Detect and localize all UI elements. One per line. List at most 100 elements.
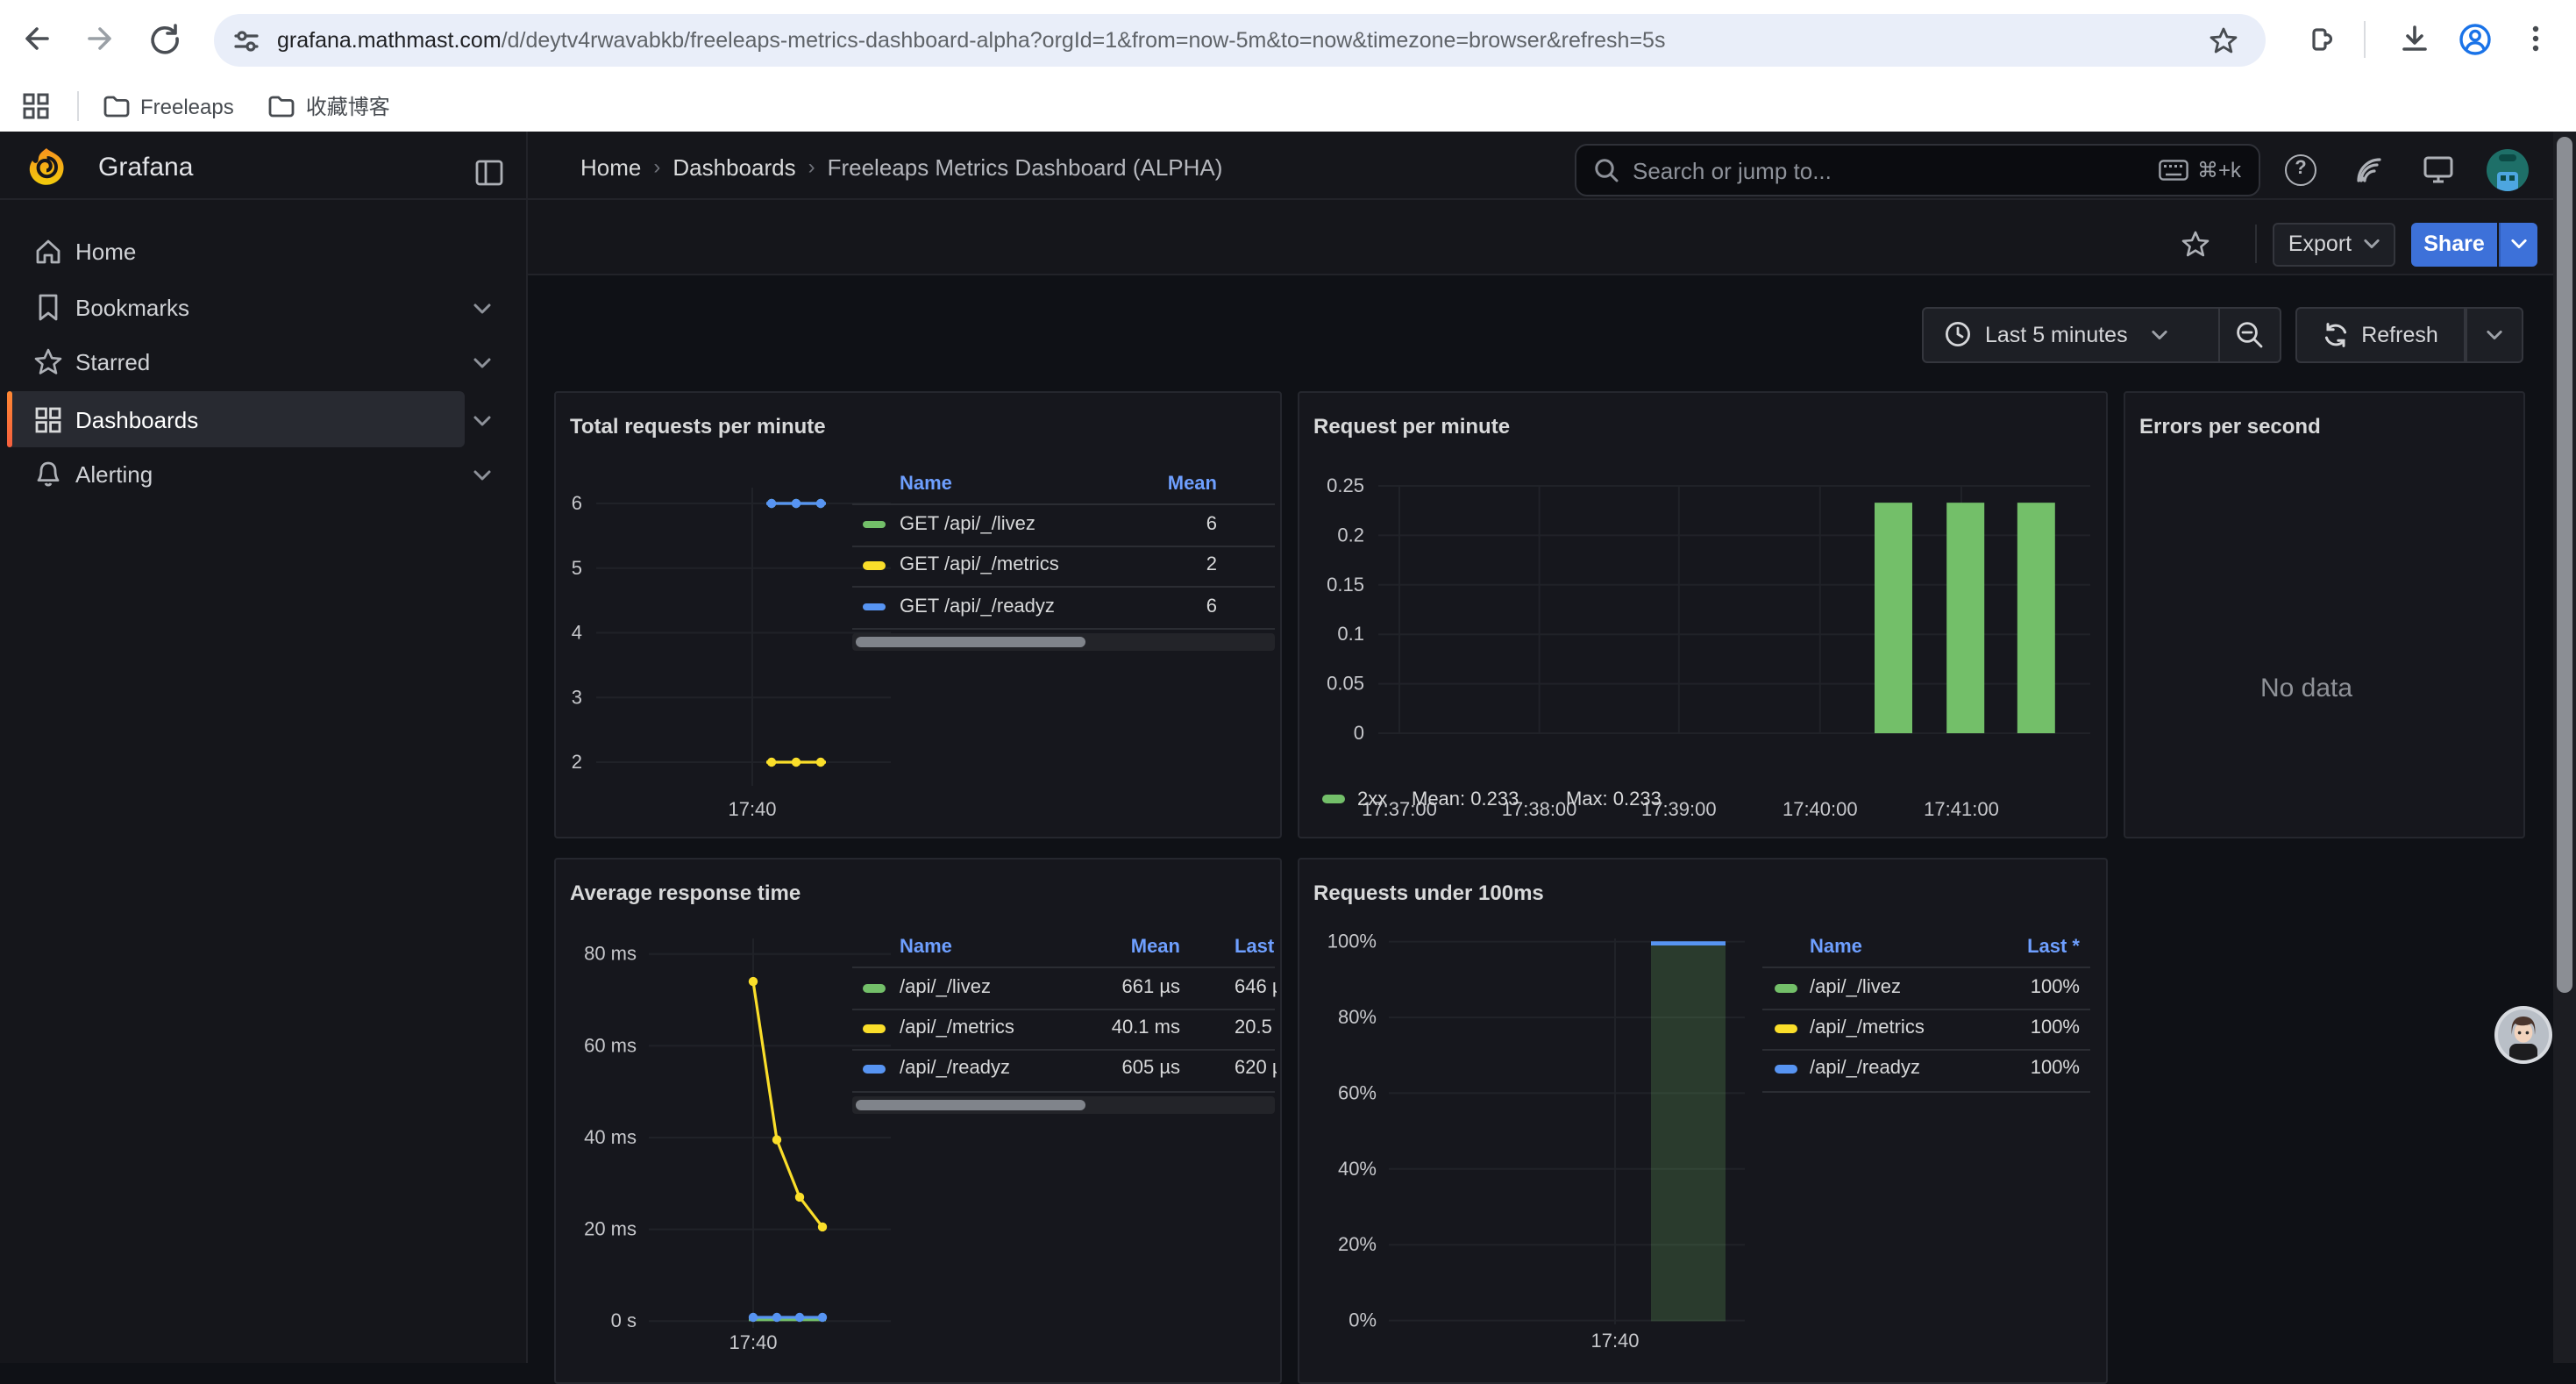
page-scrollbar[interactable]: [2553, 132, 2576, 1363]
chevron-down-icon[interactable]: [473, 470, 491, 481]
legend-column-header[interactable]: Name: [900, 937, 952, 958]
reload-icon[interactable]: [149, 23, 181, 54]
bookmark-item[interactable]: Freeleaps: [103, 94, 234, 118]
legend-series-name[interactable]: GET /api/_/metrics: [900, 554, 1059, 575]
profile-icon[interactable]: [2459, 22, 2492, 55]
legend-column-header[interactable]: Mean: [1112, 474, 1217, 495]
legend-column-header[interactable]: Mean: [1075, 937, 1180, 958]
extensions-icon[interactable]: [2308, 23, 2339, 54]
refresh-interval-button[interactable]: [2466, 307, 2523, 362]
sidebar-item-home[interactable]: Home: [7, 223, 465, 279]
time-range-picker[interactable]: Last 5 minutes: [1922, 307, 2219, 362]
site-settings-icon[interactable]: [233, 27, 260, 54]
svg-text:0.25: 0.25: [1327, 474, 1364, 496]
legend-pill: [863, 984, 886, 992]
legend-series-name[interactable]: /api/_/metrics: [900, 1017, 1014, 1038]
sidebar-item-bookmarks[interactable]: Bookmarks: [7, 280, 465, 336]
screen: grafana.mathmast.com/d/deytv4rwavabkb/fr…: [0, 0, 2576, 1363]
legend-separator: [1762, 1008, 2090, 1009]
user-avatar[interactable]: [2487, 149, 2529, 191]
legend-series-name[interactable]: /api/_/livez: [1810, 977, 1901, 998]
svg-text:100%: 100%: [1327, 931, 1377, 952]
apps-grid-icon[interactable]: [21, 91, 51, 121]
legend-pill: [1775, 1024, 1797, 1032]
help-icon[interactable]: ?: [2285, 154, 2316, 186]
svg-text:20 ms: 20 ms: [584, 1218, 637, 1240]
legend-mean-stat: Mean: 0.233: [1412, 789, 1519, 810]
legend-value: 646 µ: [1235, 977, 1277, 998]
chart-request-per-minute[interactable]: 0.250.20.150.10.05017:37:0017:38:0017:39…: [1298, 391, 2108, 838]
breadcrumb-item: Freeleaps Metrics Dashboard (ALPHA): [828, 153, 1223, 180]
url-bar[interactable]: grafana.mathmast.com/d/deytv4rwavabkb/fr…: [214, 13, 2266, 66]
zoom-out-button[interactable]: [2219, 307, 2281, 362]
legend-series-name[interactable]: GET /api/_/livez: [900, 513, 1035, 534]
svg-text:60%: 60%: [1338, 1081, 1377, 1103]
legend-series-name[interactable]: GET /api/_/readyz: [900, 596, 1055, 617]
sidebar-item-label: Bookmarks: [75, 295, 189, 321]
legend-column-header[interactable]: Name: [900, 474, 952, 495]
toolbar-divider: [2364, 21, 2366, 58]
legend-series-name[interactable]: /api/_/readyz: [900, 1058, 1010, 1079]
svg-text:2: 2: [572, 751, 582, 773]
back-icon[interactable]: [21, 23, 53, 54]
chevron-down-icon[interactable]: [473, 415, 491, 425]
legend-series-name[interactable]: /api/_/readyz: [1810, 1058, 1920, 1079]
share-button[interactable]: Share: [2411, 222, 2497, 266]
share-menu-button[interactable]: [2498, 222, 2537, 266]
search-input[interactable]: Search or jump to... ⌘+k: [1575, 144, 2260, 196]
floating-avatar[interactable]: [2493, 1004, 2552, 1064]
legend-value: 605 µs: [1057, 1058, 1180, 1079]
legend-series-name[interactable]: /api/_/livez: [900, 977, 991, 998]
legend-series-name[interactable]: /api/_/metrics: [1810, 1017, 1925, 1038]
sidebar-item-dashboards[interactable]: Dashboards: [7, 391, 465, 447]
svg-text:20%: 20%: [1338, 1233, 1377, 1255]
breadcrumb-item[interactable]: Home: [580, 153, 641, 180]
bookmark-label: Freeleaps: [140, 94, 234, 118]
legend-series-label[interactable]: 2xx: [1357, 789, 1387, 810]
chevron-down-icon[interactable]: [473, 358, 491, 368]
favorite-star-icon[interactable]: [2181, 229, 2210, 257]
forward-icon[interactable]: [84, 23, 116, 54]
svg-text:4: 4: [572, 622, 582, 644]
bookmark-label: 收藏博客: [306, 91, 390, 121]
svg-text:0%: 0%: [1348, 1309, 1377, 1331]
svg-text:6: 6: [572, 492, 582, 514]
sidebar-item-starred[interactable]: Starred: [7, 334, 465, 390]
chevron-down-icon: [2487, 330, 2502, 340]
active-indicator: [7, 391, 12, 447]
svg-text:0.05: 0.05: [1327, 673, 1364, 695]
sidebar-item-label: Starred: [75, 349, 150, 375]
legend-value: 620 µ: [1235, 1058, 1277, 1079]
legend-value: 100%: [1957, 977, 2080, 998]
breadcrumb: Home›Dashboards›Freeleaps Metrics Dashbo…: [580, 153, 1222, 180]
menu-icon[interactable]: [2527, 23, 2544, 54]
breadcrumb-item[interactable]: Dashboards: [672, 153, 795, 180]
legend-column-header[interactable]: Name: [1810, 937, 1862, 958]
news-rss-icon[interactable]: [2355, 156, 2383, 184]
sidebar-item-alerting[interactable]: Alerting: [7, 446, 465, 503]
refresh-button[interactable]: Refresh: [2295, 307, 2466, 362]
legend-scrollbar-thumb[interactable]: [856, 1100, 1085, 1110]
svg-text:0.1: 0.1: [1337, 623, 1364, 645]
scrollbar-thumb[interactable]: [2557, 137, 2572, 993]
legend-column-header[interactable]: Last *: [1975, 937, 2080, 958]
legend-value: 6: [1094, 513, 1217, 534]
grafana-logo[interactable]: [28, 147, 65, 186]
download-icon[interactable]: [2399, 23, 2430, 54]
dock-menu-icon[interactable]: [475, 159, 503, 185]
chart-requests-under-100ms[interactable]: 100%80%60%40%20%0%17:40: [1298, 858, 2108, 1363]
monitor-icon[interactable]: [2423, 156, 2453, 184]
browser-toolbar: grafana.mathmast.com/d/deytv4rwavabkb/fr…: [0, 0, 2576, 81]
bookmark-star-icon[interactable]: [2210, 25, 2238, 54]
legend-column-header[interactable]: Last *: [1235, 937, 1275, 958]
export-button[interactable]: Export: [2273, 222, 2395, 266]
no-data-message: No data: [2260, 674, 2352, 703]
svg-text:0.15: 0.15: [1327, 574, 1364, 596]
bookmark-item[interactable]: 收藏博客: [269, 91, 390, 121]
legend-separator: [852, 1090, 1275, 1092]
legend-separator: [852, 1008, 1275, 1009]
svg-text:80%: 80%: [1338, 1006, 1377, 1028]
panel-title[interactable]: Errors per second: [2139, 414, 2321, 439]
legend-scrollbar-thumb[interactable]: [856, 637, 1085, 647]
chevron-down-icon[interactable]: [473, 303, 491, 314]
